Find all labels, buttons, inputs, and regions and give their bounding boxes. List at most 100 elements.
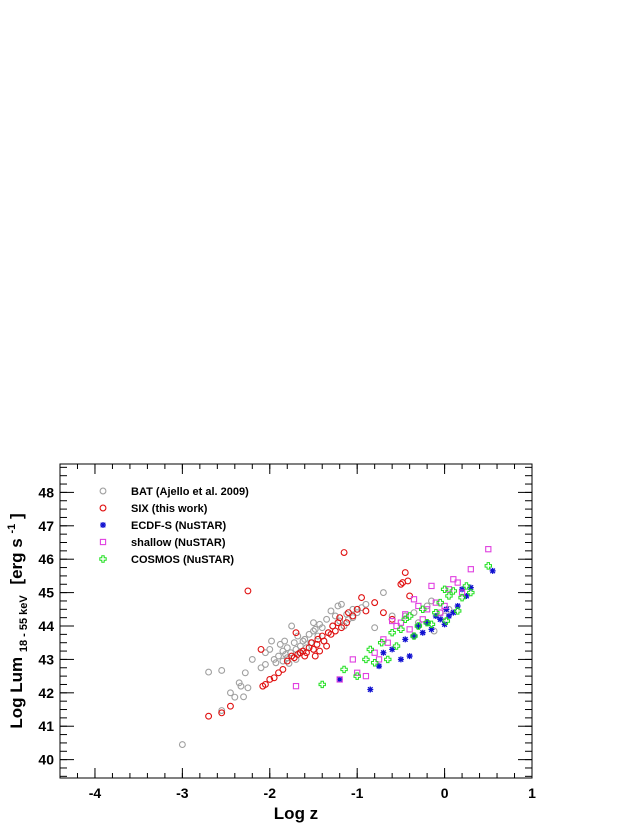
data-point <box>340 665 348 674</box>
data-point <box>310 627 317 635</box>
data-point <box>240 693 248 701</box>
series-1 <box>205 549 414 720</box>
data-point <box>371 599 379 607</box>
data-point <box>377 639 386 647</box>
data-point <box>299 637 307 645</box>
data-point <box>290 639 298 647</box>
data-point <box>428 626 435 633</box>
data-point <box>419 629 426 636</box>
data-point <box>484 562 492 570</box>
data-point <box>459 586 466 593</box>
data-point <box>349 656 356 663</box>
data-point <box>397 619 405 626</box>
data-point <box>458 593 466 602</box>
data-point <box>428 597 435 605</box>
data-point <box>389 646 396 653</box>
data-point <box>375 656 383 663</box>
data-point <box>336 614 344 622</box>
data-point <box>428 582 435 590</box>
data-point <box>336 617 344 625</box>
data-point <box>376 663 383 670</box>
data-point <box>279 657 287 665</box>
x-tick-label: 0 <box>441 785 449 801</box>
data-point <box>449 587 458 595</box>
x-tick-label: -3 <box>176 785 189 801</box>
data-point <box>450 576 457 583</box>
data-point <box>272 659 280 667</box>
x-tick-label: -2 <box>264 785 277 801</box>
data-point <box>362 600 370 608</box>
data-point <box>336 676 343 683</box>
data-point <box>331 627 339 635</box>
data-point <box>401 569 409 577</box>
data-point <box>443 606 450 613</box>
data-point <box>275 652 282 660</box>
data-point <box>371 624 379 632</box>
data-point <box>310 619 317 627</box>
data-point <box>489 567 496 574</box>
series-3 <box>292 546 492 690</box>
data-point <box>441 602 448 610</box>
legend-item: SIX (this work) <box>99 503 208 515</box>
legend-marker <box>99 538 107 546</box>
data-point <box>340 549 348 556</box>
data-point <box>283 657 291 665</box>
data-point <box>404 577 412 585</box>
data-point <box>231 693 239 701</box>
data-point <box>467 588 475 597</box>
y-axis-title: Log Lum 18 - 55 keV [erg s -1 ] <box>0 513 31 728</box>
data-point <box>344 609 352 617</box>
data-point <box>423 606 431 613</box>
data-point <box>440 585 449 593</box>
data-point <box>485 546 492 553</box>
legend-item: ECDF-S (NuSTAR) <box>100 520 226 532</box>
series-4 <box>318 562 492 689</box>
y-axis-title-unit-close: ] <box>7 513 26 519</box>
data-point <box>441 621 448 628</box>
data-point <box>411 633 417 640</box>
legend-marker <box>99 487 107 495</box>
data-point <box>275 669 282 677</box>
data-point <box>318 680 326 689</box>
data-point <box>292 629 300 637</box>
data-point <box>406 626 413 633</box>
y-axis-title-main: Log Lum <box>7 657 26 729</box>
data-point <box>244 684 252 692</box>
data-point <box>415 623 422 630</box>
data-point <box>305 630 313 638</box>
y-axis-title-unit: [erg s <box>7 538 26 584</box>
data-point <box>336 676 343 683</box>
data-point <box>235 679 243 687</box>
data-point <box>432 599 440 606</box>
data-point <box>427 620 436 629</box>
x-tick-label: -1 <box>351 785 364 801</box>
data-point <box>467 584 474 591</box>
data-point <box>358 594 366 602</box>
data-point <box>205 668 213 676</box>
data-point <box>327 607 335 615</box>
x-tick-label: -4 <box>89 785 102 801</box>
y-axis-title-unit-exp: -1 <box>6 524 18 534</box>
data-point <box>393 622 400 630</box>
legend-label: COSMOS (NuSTAR) <box>131 554 234 566</box>
data-point <box>310 645 317 653</box>
data-point <box>248 655 256 663</box>
data-point <box>353 672 361 680</box>
data-point <box>397 656 404 663</box>
data-point <box>462 582 471 590</box>
legend-label: ECDF-S (NuSTAR) <box>131 520 226 532</box>
data-point <box>327 630 335 638</box>
y-tick-label: 45 <box>38 585 54 601</box>
y-tick-label: 41 <box>38 718 54 734</box>
data-point <box>257 664 265 672</box>
series-2 <box>336 567 496 693</box>
x-axis-title: Log z <box>274 804 318 823</box>
data-point <box>344 615 352 623</box>
data-points <box>178 546 496 749</box>
data-point <box>445 612 452 619</box>
data-point <box>261 660 269 668</box>
legend-marker <box>100 522 106 528</box>
data-point <box>279 665 287 673</box>
data-point <box>301 652 309 660</box>
data-point <box>454 579 461 586</box>
